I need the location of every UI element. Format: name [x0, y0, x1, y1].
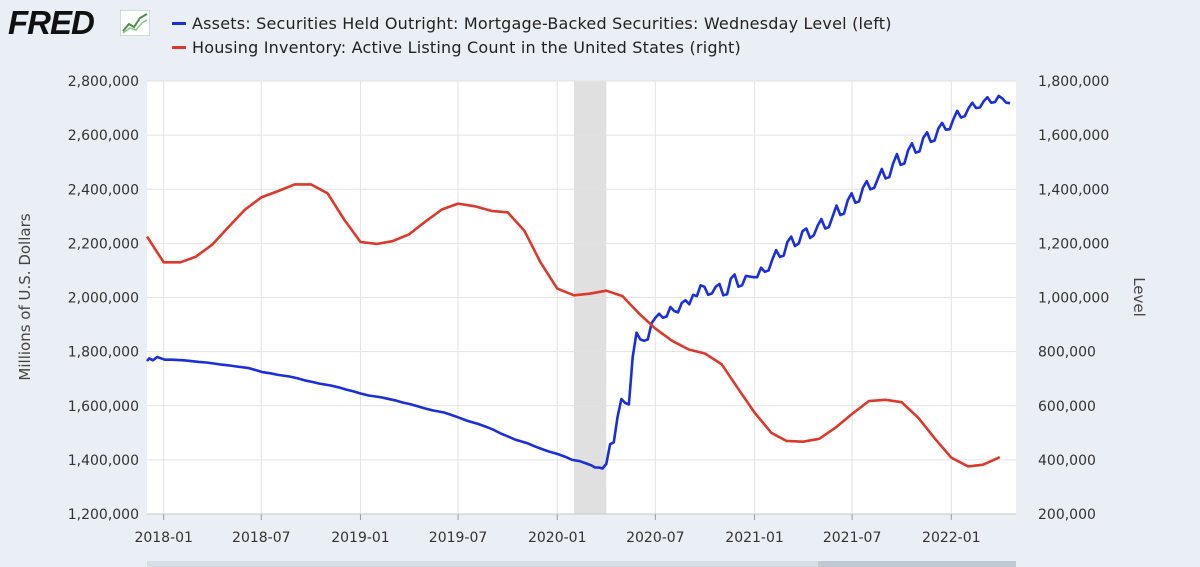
- left-tick-label: 2,600,000: [68, 128, 139, 144]
- x-tick-label: 2018-01: [134, 530, 193, 546]
- right-tick-label: 800,000: [1038, 345, 1096, 361]
- legend-label-mbs: Assets: Securities Held Outright: Mortga…: [192, 13, 892, 33]
- right-tick-label: 600,000: [1038, 399, 1096, 415]
- x-tick-label: 2019-07: [429, 530, 488, 546]
- right-tick-label: 1,800,000: [1038, 74, 1109, 90]
- left-tick-label: 2,000,000: [68, 291, 139, 307]
- left-tick-label: 1,600,000: [68, 399, 139, 415]
- chart-header: FRED Assets: Securities Held Outright: M…: [0, 0, 1200, 72]
- legend-swatch-blue: [172, 21, 186, 25]
- x-tick-label: 2020-07: [626, 530, 685, 546]
- left-tick-label: 1,400,000: [68, 453, 139, 469]
- x-tick-label: 2022-01: [922, 530, 981, 546]
- x-tick-label: 2020-01: [528, 530, 587, 546]
- left-tick-label: 1,200,000: [68, 507, 139, 523]
- x-tick-label: 2021-01: [725, 530, 784, 546]
- legend-item-inventory[interactable]: Housing Inventory: Active Listing Count …: [172, 36, 741, 58]
- right-tick-label: 200,000: [1038, 507, 1096, 523]
- right-tick-label: 400,000: [1038, 453, 1096, 469]
- legend-swatch-red: [172, 45, 186, 49]
- range-slider-track[interactable]: [147, 561, 1016, 567]
- right-tick-label: 1,600,000: [1038, 128, 1109, 144]
- range-slider-handle[interactable]: [818, 561, 1016, 567]
- left-tick-label: 1,800,000: [68, 345, 139, 361]
- left-tick-label: 2,800,000: [68, 74, 139, 90]
- right-tick-label: 1,400,000: [1038, 182, 1109, 198]
- legend-item-mbs[interactable]: Assets: Securities Held Outright: Mortga…: [172, 12, 892, 34]
- series-line-inventory: [145, 183, 1001, 468]
- logo-chart-icon: [120, 10, 150, 36]
- right-axis-title: Level: [1130, 277, 1148, 317]
- x-tick-label: 2018-07: [232, 530, 291, 546]
- left-tick-label: 2,400,000: [68, 182, 139, 198]
- left-tick-label: 2,200,000: [68, 236, 139, 252]
- x-tick-label: 2019-01: [331, 530, 390, 546]
- right-tick-label: 1,000,000: [1038, 291, 1109, 307]
- fred-logo: FRED: [8, 4, 95, 41]
- legend-label-inventory: Housing Inventory: Active Listing Count …: [192, 37, 741, 57]
- left-axis-title: Millions of U.S. Dollars: [16, 213, 34, 380]
- x-tick-label: 2021-07: [823, 530, 882, 546]
- right-tick-label: 1,200,000: [1038, 236, 1109, 252]
- series-line-mbs: [145, 94, 1011, 470]
